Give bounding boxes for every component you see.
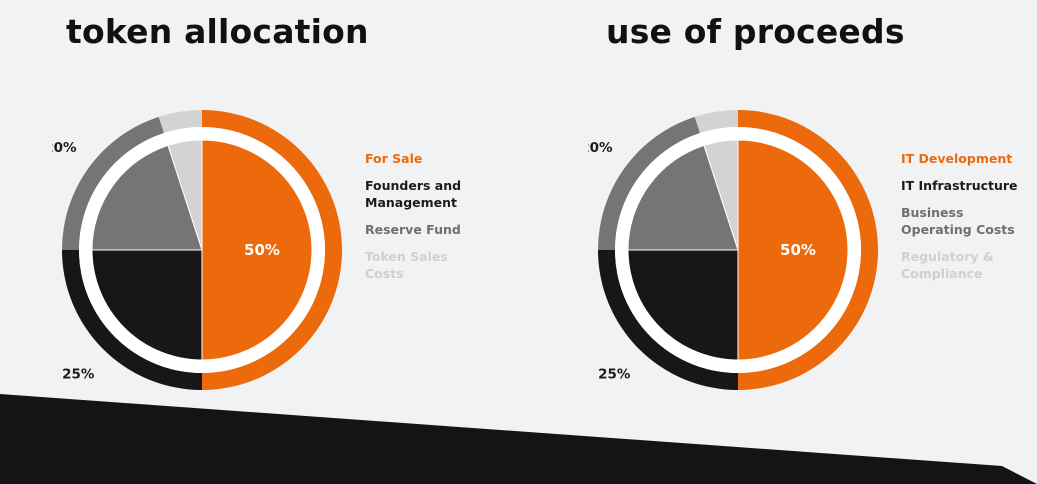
- ring-segment-business-operating-costs: [598, 116, 700, 251]
- value-label-business-operating-costs: 20%: [588, 140, 613, 156]
- pie-slice-business-operating-costs: [627, 144, 739, 251]
- legend-item-business-operating-costs: Business Operating Costs: [901, 205, 1015, 237]
- legend-item-token-sales-costs: Token Sales Costs: [365, 249, 448, 281]
- legend-item-reserve-fund: Reserve Fund: [365, 222, 461, 237]
- use-of-proceeds-legend: IT Development IT Infrastructure Busines…: [901, 150, 1031, 292]
- pie-slice-it-development: [737, 139, 849, 361]
- chart-title-token-allocation: token allocation: [66, 12, 369, 51]
- legend-item-regulatory-compliance: Regulatory & Compliance: [901, 249, 994, 281]
- chart-title-use-of-proceeds: use of proceeds: [606, 12, 905, 51]
- pie-slice-for-sale: [201, 139, 313, 361]
- pie-slice-founders-and-management: [91, 249, 203, 361]
- footer-band-shape: [0, 394, 1037, 484]
- token-allocation-legend: For Sale Founders and Management Reserve…: [365, 150, 485, 292]
- token-allocation-pie-chart: 50%25%20%5%: [52, 110, 342, 390]
- pie-slice-regulatory-compliance: [703, 139, 739, 251]
- legend-item-it-development: IT Development: [901, 151, 1013, 166]
- legend-item-for-sale: For Sale: [365, 151, 423, 166]
- ring-segment-it-development: [738, 110, 878, 390]
- value-label-reserve-fund: 20%: [52, 140, 77, 156]
- ring-segment-founders-and-management: [62, 250, 202, 390]
- use-of-proceeds-pie-chart: 50%25%20%5%: [588, 110, 878, 390]
- legend-item-it-infrastructure: IT Infrastructure: [901, 178, 1018, 193]
- value-label-it-development: 50%: [780, 241, 816, 259]
- ring-segment-regulatory-compliance: [694, 110, 738, 134]
- value-label-founders-and-management: 25%: [62, 367, 95, 383]
- footer-dark-band: [0, 394, 1037, 484]
- ring-segment-reserve-fund: [62, 116, 164, 251]
- pie-slice-token-sales-costs: [167, 139, 203, 251]
- ring-segment-token-sales-costs: [158, 110, 202, 134]
- ring-segment-it-infrastructure: [598, 250, 738, 390]
- pie-slice-reserve-fund: [91, 144, 203, 251]
- legend-item-founders-and-management: Founders and Management: [365, 178, 462, 210]
- ring-segment-for-sale: [202, 110, 342, 390]
- pie-slice-it-infrastructure: [627, 249, 739, 361]
- value-label-it-infrastructure: 25%: [598, 367, 631, 383]
- value-label-for-sale: 50%: [244, 241, 280, 259]
